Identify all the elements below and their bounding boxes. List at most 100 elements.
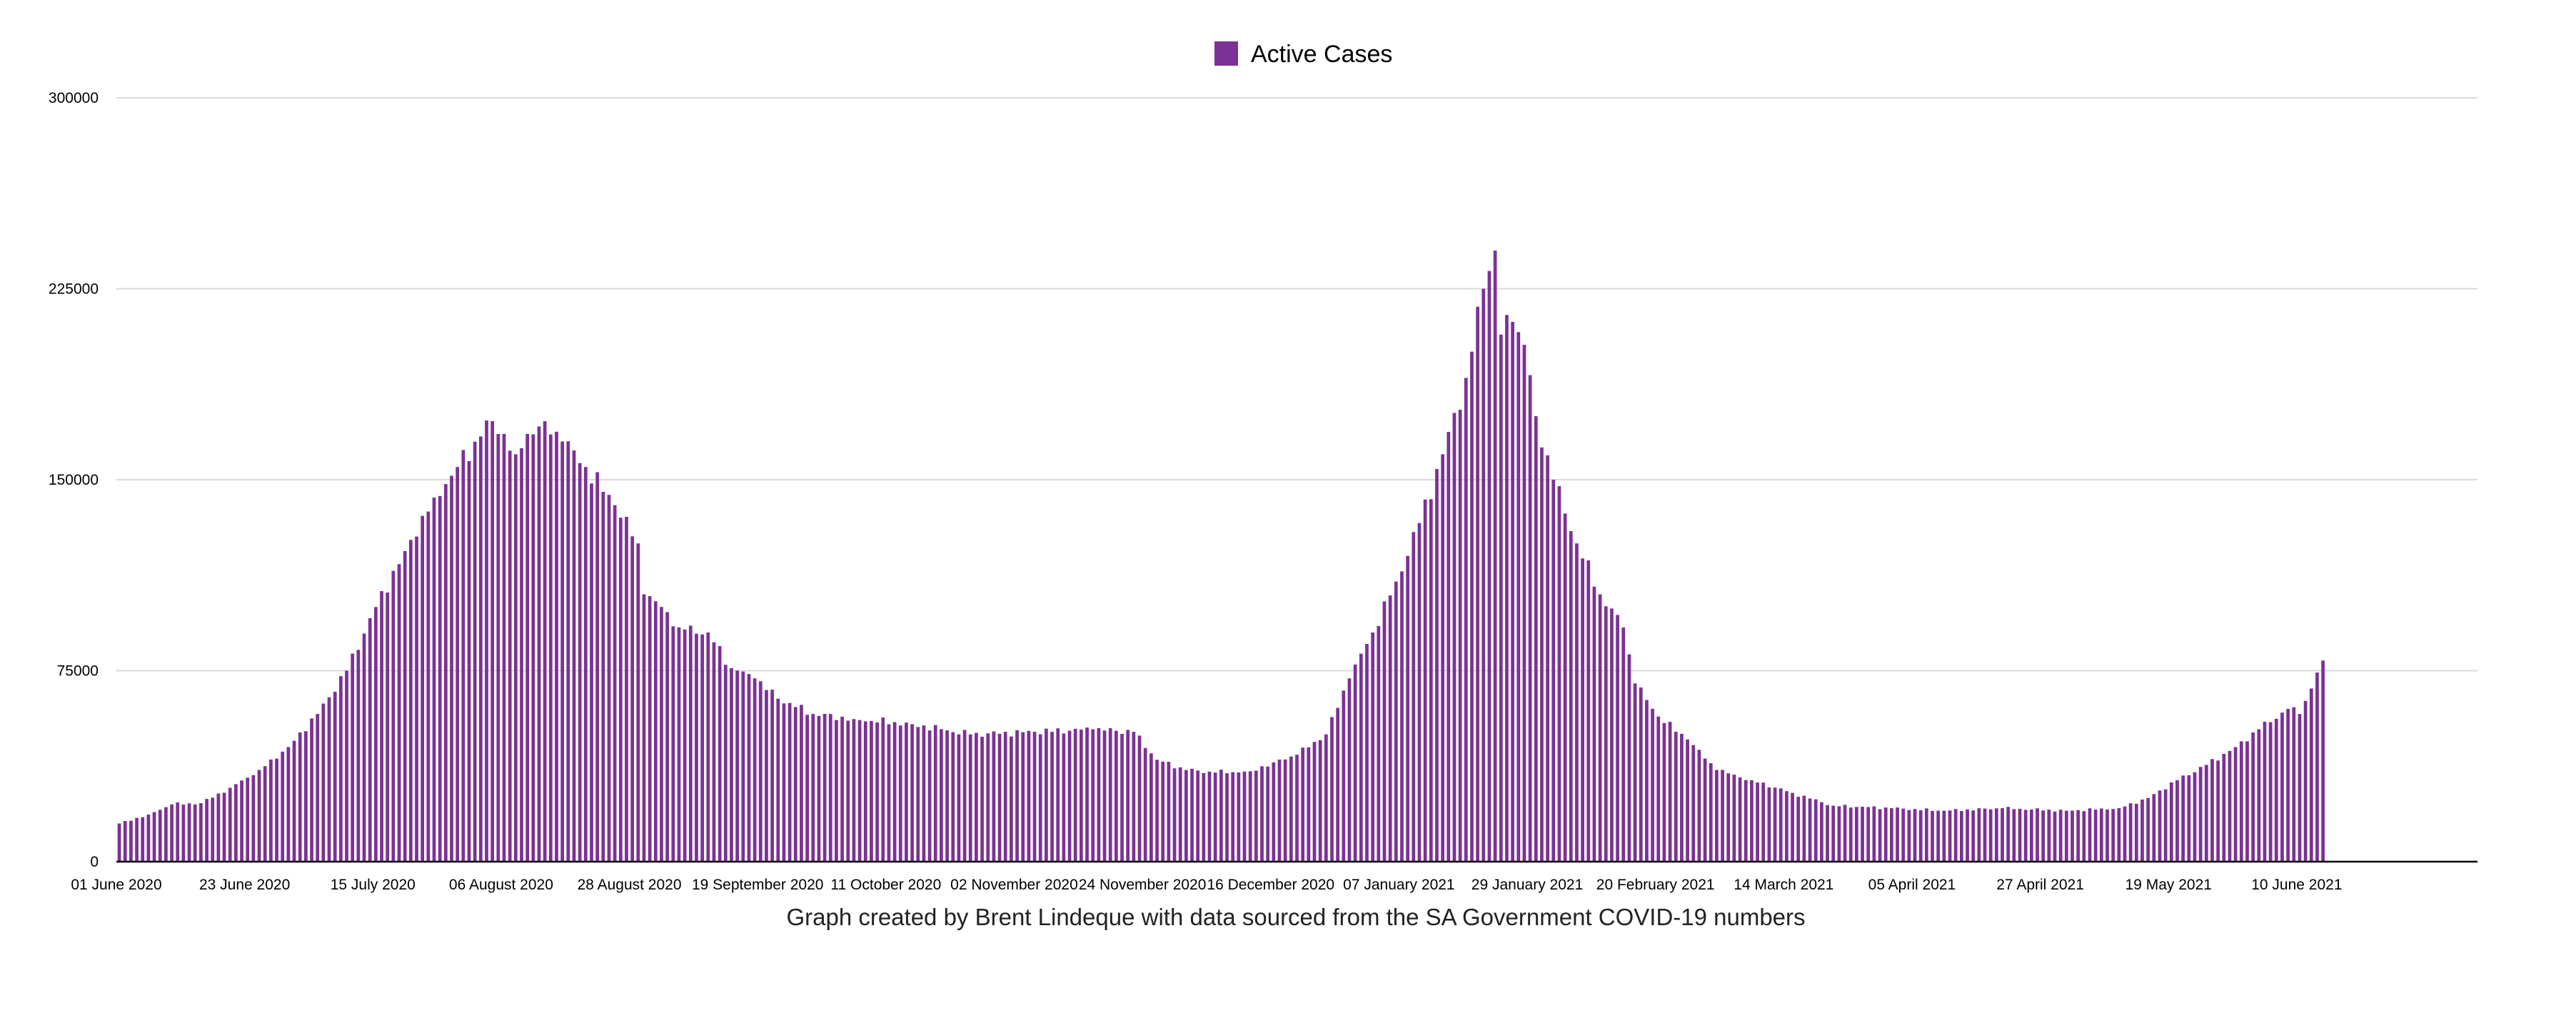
bar xyxy=(1487,271,1491,862)
bar xyxy=(1586,560,1591,862)
bar xyxy=(2315,672,2319,862)
bar xyxy=(566,441,570,862)
bar xyxy=(1377,625,1381,862)
bar xyxy=(438,495,442,862)
bar xyxy=(2280,712,2284,862)
bar xyxy=(2058,810,2063,862)
bar xyxy=(2082,811,2086,862)
bar xyxy=(555,431,558,862)
bar xyxy=(1837,806,1841,862)
bar xyxy=(1277,759,1282,862)
bar xyxy=(618,518,623,862)
bar xyxy=(2193,772,2197,862)
bar xyxy=(1365,643,1369,862)
bar xyxy=(1167,762,1171,862)
bar xyxy=(1452,413,1456,862)
x-tick-label: 10 June 2021 xyxy=(2251,877,2342,893)
x-tick-label: 01 June 2020 xyxy=(71,877,161,893)
bar xyxy=(1412,532,1416,862)
bar xyxy=(1137,735,1142,862)
bar xyxy=(2064,810,2068,862)
bar xyxy=(1896,807,1899,862)
bar xyxy=(1918,810,1923,862)
bar xyxy=(1295,755,1299,862)
bar xyxy=(240,780,243,862)
bar xyxy=(1342,690,1346,862)
bar xyxy=(782,703,786,862)
bar xyxy=(2152,794,2156,862)
bar xyxy=(2268,722,2273,862)
bar xyxy=(735,670,739,862)
y-axis-ticks: 0 75000 150000 225000 300000 xyxy=(49,90,99,870)
bar xyxy=(135,817,139,862)
bar xyxy=(1091,729,1095,862)
bar xyxy=(1639,687,1643,862)
bar xyxy=(1027,730,1031,862)
bar xyxy=(2228,750,2232,862)
bar xyxy=(158,810,162,862)
bar xyxy=(1778,788,1783,862)
bar xyxy=(910,724,914,862)
bar xyxy=(753,678,757,862)
bar xyxy=(2163,789,2168,862)
bar xyxy=(1651,708,1654,862)
y-tick-label: 150000 xyxy=(49,472,99,488)
bar xyxy=(2036,808,2039,862)
bar xyxy=(1738,777,1742,862)
bar xyxy=(671,626,675,862)
x-tick-label: 28 August 2020 xyxy=(578,877,682,893)
bar xyxy=(1883,807,1888,862)
bar xyxy=(636,543,640,862)
bar xyxy=(1178,767,1182,862)
bar xyxy=(2041,810,2046,862)
bar xyxy=(1662,722,1666,862)
bar xyxy=(2088,808,2092,862)
x-tick-label: 06 August 2020 xyxy=(449,877,553,893)
bar xyxy=(957,734,961,862)
bar xyxy=(700,634,704,862)
bar xyxy=(1505,315,1509,862)
bar xyxy=(1400,571,1404,862)
bar xyxy=(117,823,121,862)
bar xyxy=(1598,594,1602,862)
bar xyxy=(2216,760,2220,862)
bar xyxy=(817,715,821,862)
bar xyxy=(321,703,326,862)
bar xyxy=(1248,771,1252,862)
bar xyxy=(793,707,798,862)
bar xyxy=(473,441,477,862)
bar xyxy=(2023,810,2028,862)
bar xyxy=(811,714,815,862)
bar xyxy=(1289,756,1293,862)
bar xyxy=(583,467,588,862)
bar xyxy=(1231,772,1235,862)
bar xyxy=(1610,608,1614,862)
bar xyxy=(2204,765,2208,862)
bar xyxy=(181,805,186,862)
bar xyxy=(485,420,488,862)
bar xyxy=(887,724,891,862)
bar xyxy=(1848,807,1853,862)
bar xyxy=(2169,782,2173,862)
bar xyxy=(863,721,867,862)
bar xyxy=(1820,802,1823,862)
bar xyxy=(1994,808,1998,862)
bar xyxy=(2292,707,2296,862)
bar xyxy=(2018,808,2022,862)
bar xyxy=(1080,730,1083,862)
bar xyxy=(525,433,530,862)
bar xyxy=(2105,810,2109,862)
bar xyxy=(730,667,733,862)
bar xyxy=(502,433,506,862)
bar xyxy=(1855,807,1858,862)
bar xyxy=(1913,809,1917,862)
bar xyxy=(1021,732,1025,862)
bar xyxy=(1826,805,1829,862)
bar xyxy=(1680,733,1684,862)
bar xyxy=(2134,803,2138,862)
bar xyxy=(1773,787,1777,862)
bar xyxy=(228,787,232,862)
bar xyxy=(391,570,396,862)
bar xyxy=(1336,707,1340,862)
bar xyxy=(677,627,681,862)
